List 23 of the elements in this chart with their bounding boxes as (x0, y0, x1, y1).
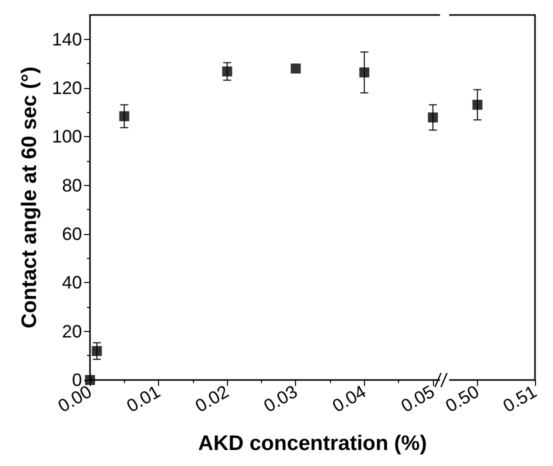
x-tick-label: 0.03 (260, 381, 301, 416)
point (92, 346, 102, 356)
y-tick-label: 20 (62, 321, 82, 342)
x-tick-label: 0.51 (500, 381, 540, 416)
x-tick-label: 0.02 (192, 381, 232, 416)
x-tick-label: 0.04 (328, 381, 370, 416)
x-tick-label: 0.05 (398, 381, 438, 416)
point (428, 112, 438, 122)
y-tick-label: 120 (52, 78, 82, 98)
y-tick-label: 140 (52, 29, 82, 50)
y-tick-label: 40 (62, 272, 82, 293)
point (359, 67, 370, 78)
y-tick-label: 80 (62, 175, 82, 196)
y-tick-label: 0 (72, 370, 82, 390)
y-axis-title: Contact angle at 60 sec (°) (18, 66, 41, 328)
x-tick-label: 0.50 (442, 381, 482, 416)
y-tick-label: 60 (62, 224, 82, 244)
point (119, 111, 130, 122)
point (222, 66, 232, 76)
x-axis-title: AKD concentration (%) (197, 432, 428, 456)
x-tick-label: 0.01 (123, 381, 164, 416)
point (290, 64, 301, 74)
y-tick-label: 100 (52, 126, 82, 147)
